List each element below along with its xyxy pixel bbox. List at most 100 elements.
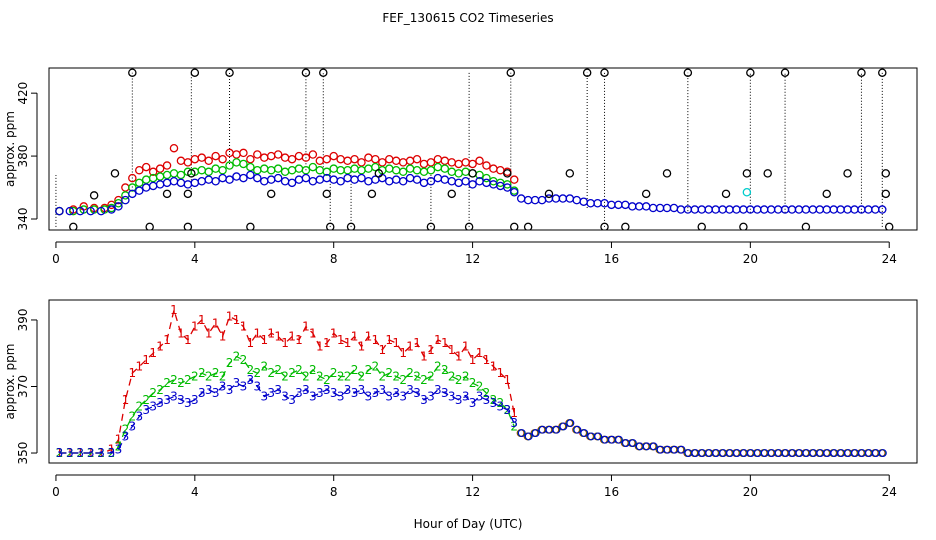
series-2-point [280,176,290,186]
series-1-marker: 1 [212,316,220,330]
series-3-marker: 3 [177,393,185,407]
bottom-x-tick-label: 24 [882,485,897,499]
series-0-point [287,154,297,164]
series-1-point [294,164,304,173]
series-3-marker: 3 [135,409,143,423]
series-1-point [391,165,401,175]
series-4-point [801,222,811,230]
series-2-point [148,181,158,191]
series-2-marker: 2 [198,366,206,380]
series-3-marker: 3 [302,383,310,397]
series-4-point [128,68,137,77]
series-2-point [787,205,797,214]
series-0-point [496,165,505,175]
series-2-point [572,195,581,205]
series-2-point [260,176,269,186]
series-2-point [121,195,130,205]
series-3-marker: 3 [184,396,192,410]
series-2-point [801,205,811,214]
series-3-marker: 3 [212,386,220,400]
series-3-marker: 3 [406,383,414,397]
bottom-y-tick-label: 350 [16,442,30,465]
series-2-point [634,202,644,211]
series-3-marker: 3 [497,399,505,413]
series-2-point [628,202,637,211]
series-2-point [871,205,880,214]
top-x-tick-label: 16 [604,252,619,266]
series-0-point [329,151,338,161]
series-2-marker: 2 [142,393,150,407]
series-2-marker: 2 [177,376,185,390]
series-1-point [385,164,394,173]
bottom-x-tick-label: 16 [604,485,619,499]
series-2-marker: 2 [323,373,331,387]
series-2-marker: 2 [163,376,171,390]
series-3-marker: 3 [295,386,303,400]
series-2-point [551,194,561,203]
series-2-marker: 2 [399,373,407,387]
series-2-point [405,173,415,183]
series-3-marker: 3 [337,389,345,403]
series-2-point [669,203,679,213]
series-3-marker: 3 [288,393,296,407]
series-1-marker: 1 [483,353,491,367]
series-3-marker: 3 [274,383,282,397]
series-4-point [506,68,516,77]
series-4-point [780,68,790,77]
series-2-point [794,205,804,214]
top-x-tick-label: 8 [330,252,338,266]
series-1-marker: 1 [177,326,185,340]
series-2-marker: 2 [427,370,435,384]
series-2-marker: 2 [66,446,74,460]
series-2-point [808,205,818,214]
top-x-tick-label: 24 [882,252,897,266]
series-2-point [621,200,630,210]
series-1-marker: 1 [115,433,123,447]
series-1-marker: 1 [135,360,143,374]
series-0-point [246,154,255,164]
series-0-point [232,150,241,159]
series-1-point [266,165,276,175]
series-1-point [204,167,213,177]
series-0-point [183,158,193,167]
series-1-point [482,173,491,183]
series-2-point [65,206,75,216]
series-1-point [405,164,415,173]
series-3-marker: 3 [469,396,477,410]
series-2-point [530,195,540,205]
series-1-marker: 1 [427,343,435,357]
series-2-marker: 2 [497,396,505,410]
series-1-marker: 1 [406,340,414,354]
top-y-tick-label: 340 [16,208,30,231]
series-3-marker: 3 [309,389,317,403]
series-2-marker: 2 [260,360,268,374]
series-1-point [239,159,248,169]
series-4-point [319,68,328,77]
series-2-point [162,178,172,188]
series-1-marker: 1 [76,446,84,460]
series-3-point [742,188,752,197]
series-1-point [412,165,422,175]
series-0-point [141,162,151,172]
series-2-point [190,178,200,188]
series-1-marker: 1 [351,330,359,344]
series-1-marker: 1 [323,336,331,350]
series-1-marker: 1 [330,326,338,340]
series-2-point [433,173,443,183]
top-x-tick-label: 12 [465,252,480,266]
series-0-point [315,156,325,166]
series-2-point [759,205,769,214]
series-0-point [169,143,179,153]
series-0-point [398,158,408,167]
series-2-point [739,205,748,214]
series-2-point [836,205,845,214]
series-1-marker: 1 [247,336,255,350]
series-2-marker: 2 [212,366,220,380]
series-2-marker: 2 [233,350,241,364]
series-1-point [343,165,352,175]
top-plot-area [55,68,894,230]
series-0-point [454,159,463,169]
series-2-point [850,205,859,214]
series-2-marker: 2 [240,353,248,367]
